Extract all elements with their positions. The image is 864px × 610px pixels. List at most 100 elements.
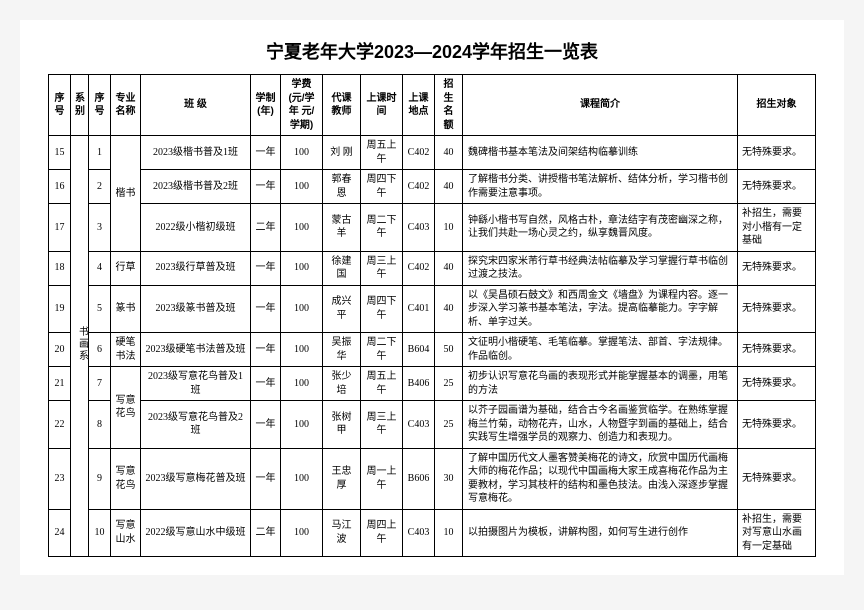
table-cell: 19: [49, 285, 71, 333]
table-cell: 刘 刚: [323, 136, 361, 170]
table-cell: 了解楷书分类、讲授楷书笔法解析、结体分析，学习楷书创作需要注意事项。: [463, 170, 738, 204]
table-cell: 一年: [251, 170, 281, 204]
table-cell: 周四下午: [361, 285, 403, 333]
table-cell: 30: [435, 448, 463, 509]
table-header-row: 序号 系别 序号 专业名称 班 级 学制(年) 学费(元/学年 元/学期) 代课…: [49, 75, 816, 136]
table-cell: 钟繇小楷书写自然，风格古朴，章法结字有茂密幽深之称，让我们共赴一场心灵之约，纵享…: [463, 204, 738, 252]
table-cell: 2: [89, 170, 111, 204]
table-cell: 周三上午: [361, 401, 403, 449]
table-cell: 成兴平: [323, 285, 361, 333]
table-cell: 40: [435, 170, 463, 204]
table-cell: 无特殊要求。: [738, 333, 816, 367]
table-cell: 马江波: [323, 509, 361, 557]
table-cell: 一年: [251, 285, 281, 333]
table-cell: 周二下午: [361, 204, 403, 252]
table-cell: 张少培: [323, 367, 361, 401]
table-cell: B606: [403, 448, 435, 509]
table-cell: 无特殊要求。: [738, 170, 816, 204]
table-cell: 2022级写意山水中级班: [141, 509, 251, 557]
table-cell: 无特殊要求。: [738, 136, 816, 170]
table-cell: 以拍摄图片为模板，讲解构图，如何写生进行创作: [463, 509, 738, 557]
page-title: 宁夏老年大学2023—2024学年招生一览表: [48, 38, 816, 64]
table-cell: 2023级篆书普及班: [141, 285, 251, 333]
table-cell: 无特殊要求。: [738, 285, 816, 333]
col-quota: 招生名额: [435, 75, 463, 136]
table-cell: 补招生，需要对写意山水画有一定基础: [738, 509, 816, 557]
table-cell: 2023级楷书普及2班: [141, 170, 251, 204]
table-cell: 5: [89, 285, 111, 333]
table-cell: 写意花鸟: [111, 448, 141, 509]
table-cell: B604: [403, 333, 435, 367]
table-row: 195篆书2023级篆书普及班一年100成兴平周四下午C40140以《吴昌硕石鼓…: [49, 285, 816, 333]
table-cell: 100: [281, 170, 323, 204]
col-target: 招生对象: [738, 75, 816, 136]
table-cell: 2023级硬笔书法普及班: [141, 333, 251, 367]
table-cell: 郭春恩: [323, 170, 361, 204]
table-cell: C403: [403, 509, 435, 557]
table-cell: 一年: [251, 333, 281, 367]
table-cell: 2023级写意花鸟普及1班: [141, 367, 251, 401]
table-cell: C402: [403, 251, 435, 285]
table-cell: C403: [403, 204, 435, 252]
table-row: 15书画系1楷书2023级楷书普及1班一年100刘 刚周五上午C40240魏碑楷…: [49, 136, 816, 170]
table-cell: 无特殊要求。: [738, 367, 816, 401]
col-dept: 系别: [71, 75, 89, 136]
table-cell: 9: [89, 448, 111, 509]
table-cell: 周二下午: [361, 333, 403, 367]
table-cell: 50: [435, 333, 463, 367]
table-cell: 一年: [251, 136, 281, 170]
table-cell: 18: [49, 251, 71, 285]
table-cell: C401: [403, 285, 435, 333]
table-cell: 徐建国: [323, 251, 361, 285]
table-row: 1622023级楷书普及2班一年100郭春恩周四下午C40240了解楷书分类、讲…: [49, 170, 816, 204]
table-cell: 周三上午: [361, 251, 403, 285]
table-cell: 24: [49, 509, 71, 557]
table-cell: 以《吴昌硕石鼓文》和西周金文《墙盘》为课程内容。逐一步深入学习篆书基本笔法，字法…: [463, 285, 738, 333]
table-row: 1732022级小楷初级班二年100蒙古羊周二下午C40310钟繇小楷书写自然，…: [49, 204, 816, 252]
table-cell: 17: [49, 204, 71, 252]
enrollment-table: 序号 系别 序号 专业名称 班 级 学制(年) 学费(元/学年 元/学期) 代课…: [48, 74, 816, 557]
table-cell: 初步认识写意花鸟画的表现形式并能掌握基本的调墨，用笔的方法: [463, 367, 738, 401]
table-cell: 23: [49, 448, 71, 509]
table-cell: 2023级写意梅花普及班: [141, 448, 251, 509]
table-cell: 3: [89, 204, 111, 252]
table-cell: 王忠厚: [323, 448, 361, 509]
col-desc: 课程简介: [463, 75, 738, 136]
table-cell: 2023级写意花鸟普及2班: [141, 401, 251, 449]
table-cell: 40: [435, 136, 463, 170]
table-cell: 20: [49, 333, 71, 367]
table-cell: 25: [435, 401, 463, 449]
table-cell: 100: [281, 204, 323, 252]
col-seq: 序号: [49, 75, 71, 136]
table-cell: 100: [281, 136, 323, 170]
table-cell: 一年: [251, 448, 281, 509]
table-cell: 蒙古羊: [323, 204, 361, 252]
table-cell: C403: [403, 401, 435, 449]
table-cell: 篆书: [111, 285, 141, 333]
table-cell: 周一上午: [361, 448, 403, 509]
col-fee: 学费(元/学年 元/学期): [281, 75, 323, 136]
table-cell: 2023级楷书普及1班: [141, 136, 251, 170]
col-major: 专业名称: [111, 75, 141, 136]
table-cell: 2023级行草普及班: [141, 251, 251, 285]
table-cell: 一年: [251, 251, 281, 285]
table-cell: 40: [435, 285, 463, 333]
table-cell: 一年: [251, 367, 281, 401]
table-cell: 二年: [251, 204, 281, 252]
col-duration: 学制(年): [251, 75, 281, 136]
table-cell: 魏碑楷书基本笔法及间架结构临摹训练: [463, 136, 738, 170]
table-cell: 周五上午: [361, 367, 403, 401]
table-cell: 探究宋四家米芾行草书经典法帖临摹及学习掌握行草书临创过渡之技法。: [463, 251, 738, 285]
table-cell: 100: [281, 401, 323, 449]
table-cell: 补招生，需要对小楷有一定基础: [738, 204, 816, 252]
table-cell: 文征明小楷硬笔、毛笔临摹。掌握笔法、部首、字法规律。作品临创。: [463, 333, 738, 367]
table-cell: C402: [403, 136, 435, 170]
table-row: 217写意花鸟2023级写意花鸟普及1班一年100张少培周五上午B40625初步…: [49, 367, 816, 401]
table-cell: 周四上午: [361, 509, 403, 557]
table-cell: 8: [89, 401, 111, 449]
table-cell: 硬笔书法: [111, 333, 141, 367]
table-cell: 行草: [111, 251, 141, 285]
table-cell: 写意山水: [111, 509, 141, 557]
table-cell: 了解中国历代文人墨客赞美梅花的诗文，欣赏中国历代画梅大师的梅花作品；以现代中国画…: [463, 448, 738, 509]
document-page: 宁夏老年大学2023—2024学年招生一览表 序号 系别 序号 专业名称 班 级…: [20, 20, 844, 575]
